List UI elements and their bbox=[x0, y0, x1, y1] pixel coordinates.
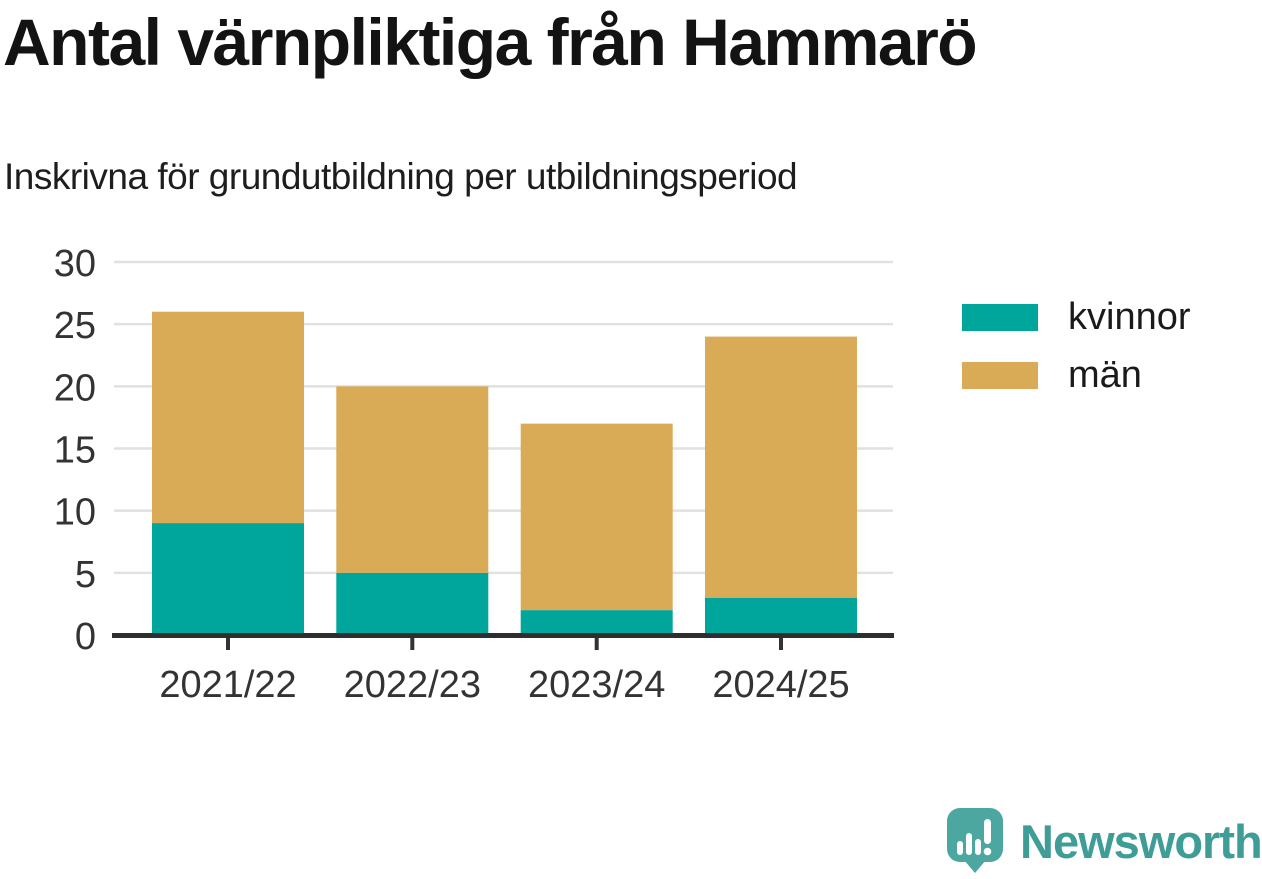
x-axis-tick-label: 2022/23 bbox=[344, 664, 481, 706]
bar-segment-män-2022-23 bbox=[336, 386, 489, 573]
legend-swatch-kvinnor bbox=[962, 303, 1038, 331]
x-axis-tick-label: 2023/24 bbox=[528, 664, 665, 706]
y-axis-tick-label: 15 bbox=[54, 430, 96, 472]
bar-segment-män-2023-24 bbox=[520, 423, 673, 611]
bar-segment-kvinnor-2022-23 bbox=[336, 572, 489, 635]
x-axis-tick bbox=[779, 638, 783, 650]
bar-segment-män-2024-25 bbox=[705, 336, 857, 598]
bar-segment-kvinnor-2023-24 bbox=[520, 610, 673, 635]
bar-segment-kvinnor-2021-22 bbox=[152, 523, 304, 635]
x-axis-tick bbox=[410, 638, 415, 650]
x-axis-tick-label: 2021/22 bbox=[159, 664, 296, 706]
legend-swatch-man bbox=[962, 361, 1038, 389]
page-subtitle: Inskrivna för grundutbildning per utbild… bbox=[4, 156, 798, 197]
legend-item-man: män bbox=[962, 346, 1191, 404]
y-axis-tick-label: 25 bbox=[54, 305, 96, 347]
y-axis-tick-label: 10 bbox=[54, 492, 96, 534]
legend-label-kvinnor: kvinnor bbox=[1068, 295, 1191, 338]
bar-chart-speech-bubble-icon bbox=[947, 808, 1003, 873]
brand-name: Newsworthy bbox=[1020, 814, 1262, 868]
y-axis-tick-label: 0 bbox=[75, 616, 96, 658]
newsworthy-logo: Newsworthy bbox=[947, 808, 1262, 874]
y-axis-tick-label: 20 bbox=[54, 367, 96, 409]
page-title: Antal värnpliktiga från Hammarö bbox=[3, 5, 978, 79]
y-axis-tick-label: 30 bbox=[54, 243, 96, 285]
legend-label-man: män bbox=[1068, 353, 1142, 396]
chart-legend: kvinnor män bbox=[962, 288, 1191, 404]
legend-item-kvinnor: kvinnor bbox=[962, 288, 1191, 346]
x-axis-tick-label: 2024/25 bbox=[712, 664, 849, 706]
y-axis-tick-label: 5 bbox=[75, 554, 96, 596]
x-axis-tick bbox=[226, 638, 230, 650]
x-axis-tick bbox=[594, 638, 599, 650]
bar-segment-kvinnor-2024-25 bbox=[705, 597, 857, 635]
bar-segment-män-2021-22 bbox=[152, 311, 304, 524]
x-axis-line bbox=[112, 633, 894, 638]
stacked-bar-chart: 0 5 10 15 20 25 30 2021/22 2022/23 2023/24 2024/25 bbox=[54, 243, 894, 706]
